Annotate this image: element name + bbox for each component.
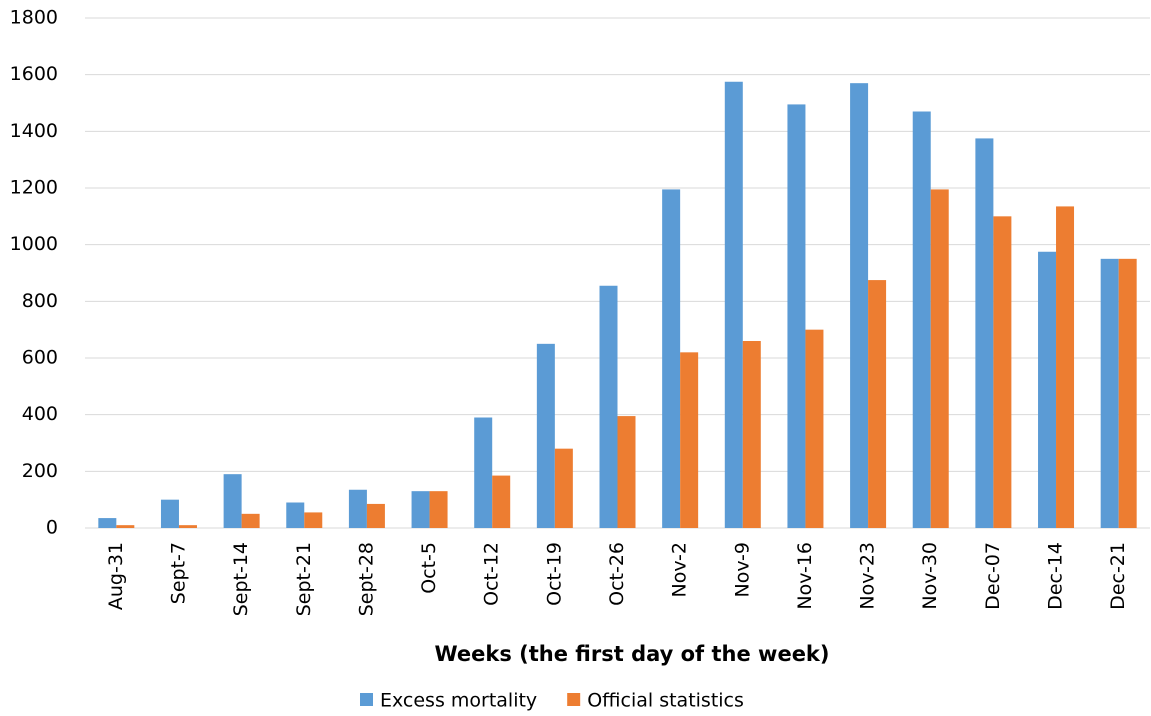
bar	[724, 81, 743, 528]
bar	[98, 518, 117, 528]
x-tick-label: Oct-5	[418, 542, 440, 594]
bar	[850, 83, 869, 529]
x-tick-label: Aug-31	[105, 542, 127, 610]
bar	[975, 138, 994, 528]
bar	[930, 189, 949, 528]
x-axis-title: Weeks (the first day of the week)	[434, 642, 829, 666]
legend-label: Official statistics	[587, 690, 744, 712]
bar	[1118, 258, 1137, 528]
bar	[178, 525, 197, 528]
y-tick-label: 800	[22, 290, 58, 312]
bar	[662, 189, 681, 528]
bar	[993, 216, 1012, 529]
x-tick-label: Nov-30	[919, 542, 941, 610]
x-tick-label: Sept-14	[230, 542, 252, 616]
x-tick-label: Oct-26	[606, 542, 628, 606]
y-tick-label: 1800	[10, 7, 58, 29]
y-tick-label: 1600	[10, 63, 58, 85]
x-tick-label: Oct-19	[543, 542, 565, 606]
x-tick-label: Oct-12	[481, 542, 503, 606]
y-tick-label: 1200	[10, 177, 58, 199]
y-tick-label: 600	[22, 347, 58, 369]
bar	[160, 499, 179, 528]
bar	[617, 416, 636, 528]
legend-swatch	[360, 693, 373, 706]
bar	[680, 352, 699, 528]
bar	[787, 104, 806, 529]
y-tick-label: 0	[46, 517, 58, 539]
bar	[536, 343, 555, 528]
x-tick-label: Dec-21	[1107, 542, 1129, 610]
bar	[429, 491, 448, 528]
bar	[492, 475, 511, 528]
x-tick-label: Sept-28	[355, 542, 377, 616]
legend-swatch	[567, 693, 581, 706]
bar	[1038, 251, 1057, 528]
x-tick-label: Sept-21	[293, 542, 315, 616]
bar	[116, 525, 135, 528]
bar	[1100, 258, 1119, 528]
x-tick-label: Nov-2	[669, 542, 691, 598]
bar	[868, 280, 887, 528]
x-tick-label: Dec-14	[1045, 542, 1067, 610]
bar	[599, 285, 618, 528]
x-tick-label: Nov-9	[731, 542, 753, 598]
bar	[366, 503, 385, 528]
bar	[554, 448, 573, 528]
y-tick-label: 400	[22, 403, 58, 425]
bar	[304, 512, 323, 528]
x-tick-label: Nov-23	[857, 542, 879, 610]
bar	[474, 417, 493, 528]
bar	[241, 513, 260, 528]
y-tick-label: 200	[22, 460, 58, 482]
x-tick-label: Nov-16	[794, 542, 816, 610]
bar	[742, 341, 761, 528]
bar	[286, 502, 305, 528]
x-tick-label: Dec-07	[982, 542, 1004, 610]
bar	[348, 489, 367, 528]
bar	[411, 491, 430, 528]
y-tick-label: 1000	[10, 233, 58, 255]
y-tick-label: 1400	[10, 120, 58, 142]
bar	[912, 111, 931, 528]
bar	[805, 329, 824, 528]
bar	[1056, 206, 1075, 528]
x-tick-label: Sept-7	[167, 542, 189, 604]
legend-label: Excess mortality	[380, 690, 537, 712]
bar	[223, 474, 242, 528]
